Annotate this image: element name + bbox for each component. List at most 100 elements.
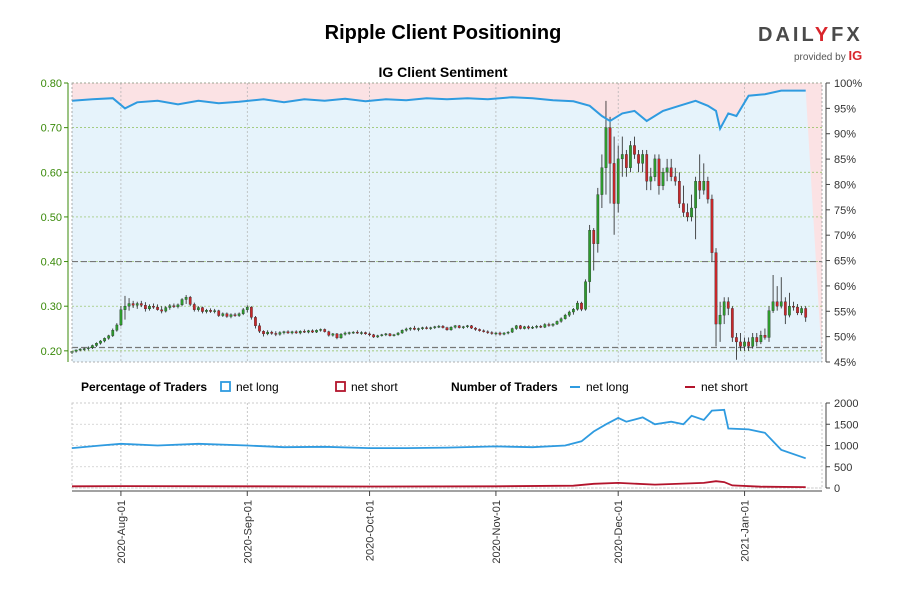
candle-body [665,167,669,173]
candle-body [755,337,759,343]
candle-body [148,306,151,310]
candle-body [91,345,94,348]
candle-body [506,331,510,334]
candle-body [604,127,608,168]
candle-body [698,181,702,191]
candle-body [217,310,221,316]
candle-body [225,313,229,317]
candle-body [396,332,400,335]
candle-body [139,303,143,306]
candle-body [262,331,265,335]
candle-body [751,337,755,347]
candle-body [551,323,555,326]
legend-pct-short-label: net short [351,380,398,394]
candle-body [702,181,706,191]
candle-body [441,326,445,328]
candle-body [796,306,799,314]
candle-body [429,327,433,329]
candle-body [131,303,135,306]
candle-body [368,333,371,336]
dailyfx-logo: DAILYFX provided by IG [758,24,868,64]
candle-body [82,348,86,350]
candle-body [735,337,738,343]
x-tick-label: 2020-Oct-01 [365,500,377,561]
candle-body [197,307,200,310]
candle-body [135,303,139,306]
candle-body [339,334,343,339]
candle-body [376,335,380,338]
candle-body [482,330,486,332]
candle-body [726,301,730,309]
candle-body [510,328,514,333]
candle-body [457,325,461,328]
candle-body [669,167,673,177]
candle-body [519,325,522,329]
candle-body [237,313,241,316]
candle-body [527,326,530,329]
candle-body [282,331,286,333]
candle-body [221,313,225,316]
candle-body [620,154,624,160]
sentiment-background [72,83,822,362]
candle-body [437,326,441,328]
candle-body [767,310,771,338]
candle-body [164,307,168,312]
candle-body [584,281,587,310]
pct-tick-label: 85% [834,154,856,166]
candle-body [103,338,106,342]
candle-body [474,327,477,330]
candle-body [188,297,192,305]
legend-num-title: Number of Traders [451,380,558,394]
candle-body [286,331,290,334]
candle-body [364,332,367,335]
candle-body [274,333,278,335]
candle-body [107,335,111,339]
candle-body [249,306,253,318]
price-tick-label: 0.60 [41,167,62,179]
x-tick-label: 2021-Jan-01 [740,500,752,562]
x-tick-label: 2020-Dec-01 [613,500,625,564]
plot-frame [71,82,823,363]
legend: Percentage of Traders net long net short Nu… [81,380,748,394]
pct-tick-label: 65% [834,256,856,268]
candle-body [637,154,640,164]
candle-body [730,308,734,338]
candle-body [229,314,233,317]
candle-body [205,310,208,312]
candle-body [311,330,314,333]
candle-body [453,325,457,328]
candle-body [718,314,722,325]
candle-body [779,301,783,307]
candle-body [74,349,78,352]
candles [70,100,808,360]
candle-body [278,332,282,335]
candle-body [86,347,90,349]
candle-body [616,158,620,204]
candle-body [494,332,498,335]
candle-body [743,341,746,347]
candle-body [657,158,661,186]
price-tick-label: 0.80 [41,78,62,90]
candle-body [78,348,82,351]
price-tick-label: 0.40 [41,257,62,269]
candle-body [347,332,351,334]
candle-body [331,333,335,336]
candle-body [258,325,261,332]
pct-tick-label: 50% [834,332,856,344]
candle-body [592,230,596,244]
price-tick-label: 0.70 [41,123,62,135]
candle-body [254,317,257,326]
candle-body [417,328,420,330]
candle-body [633,145,636,155]
logo-brand-accent: Y [814,24,832,46]
candle-body [600,167,604,195]
candle-body [119,309,123,326]
price-tick-label: 0.30 [41,301,62,313]
legend-num-short-label: net short [701,380,748,394]
candle-body [184,297,188,300]
candle-body [201,307,204,312]
count-tick-label: 500 [834,462,852,474]
date-axis: 2020-Aug-01 2020-Sep-01 2020-Oct-01 2020-No… [72,490,822,564]
count-tick-label: 1500 [834,419,858,431]
